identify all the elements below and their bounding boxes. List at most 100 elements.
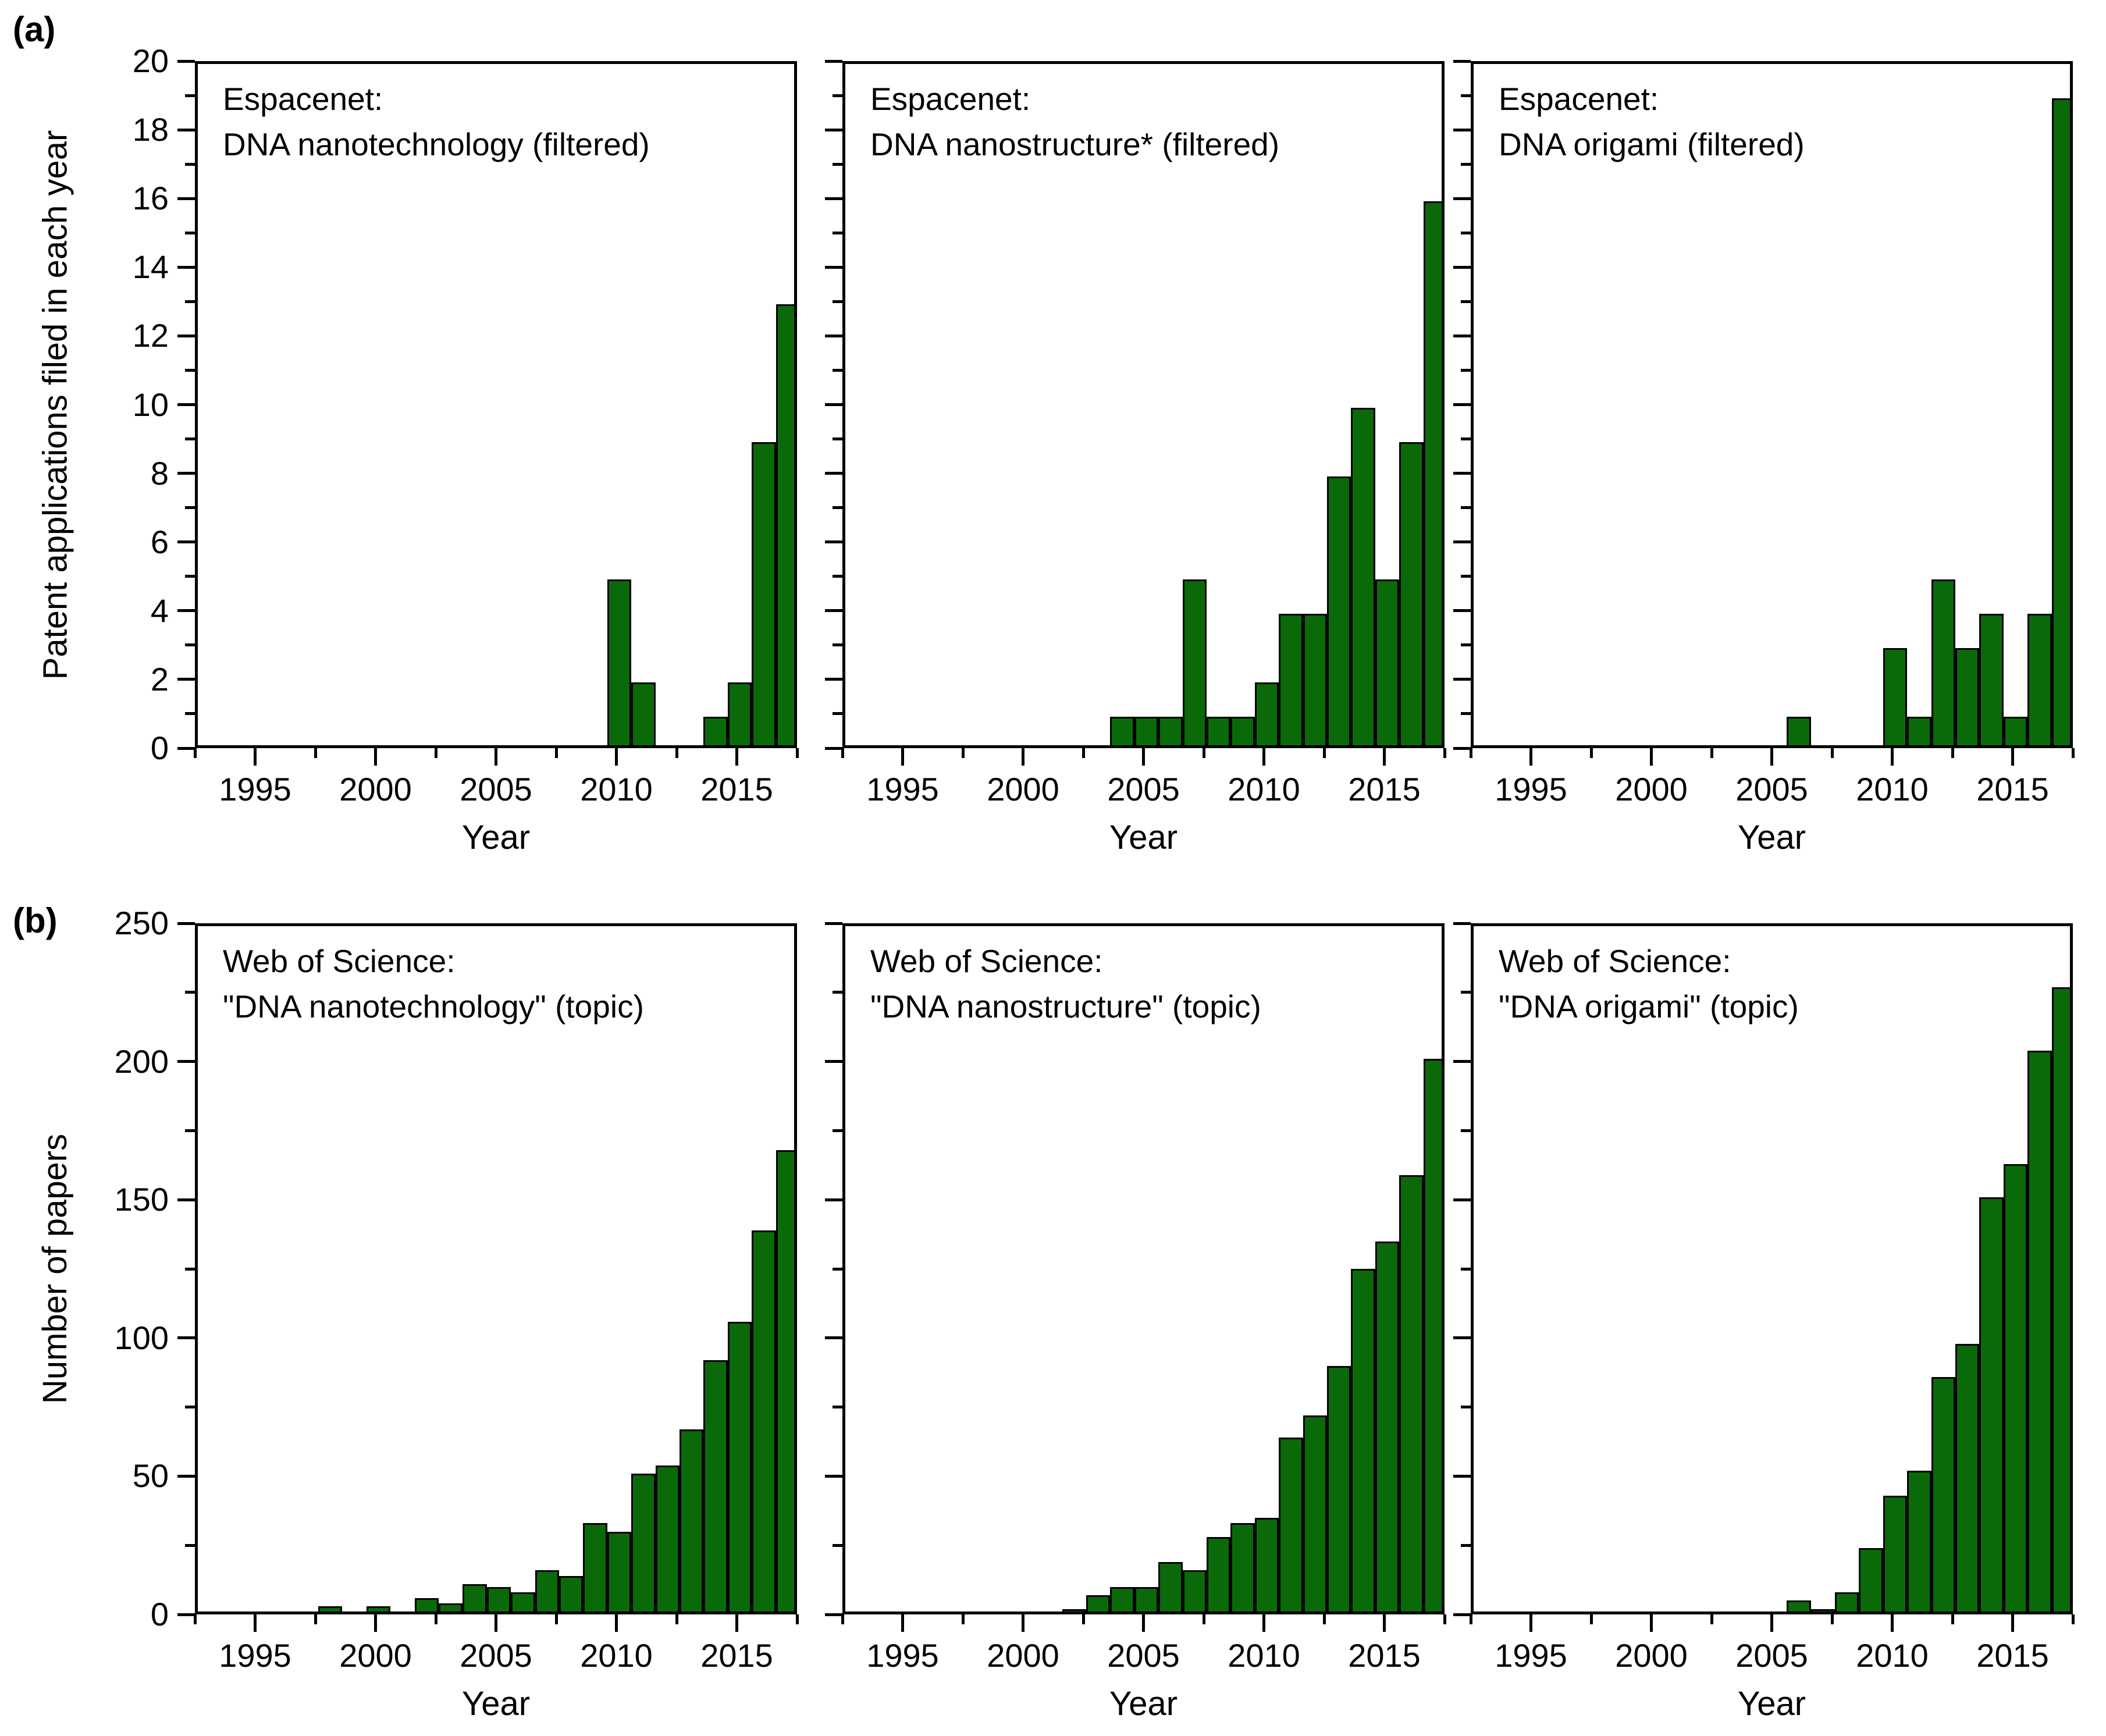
y-minor-tick [833,991,842,994]
x-tick-label-a3-1995: 1995 [1495,771,1567,807]
y-minor-tick [1461,162,1471,166]
x-minor-tick [314,1614,317,1624]
y-tick-label-row-a-12: 12 [132,317,169,354]
bar-b2-2012 [1303,1415,1327,1612]
y-minor-tick [1461,991,1471,994]
bar-a2-2013 [1327,476,1351,745]
x-tick-label-b3-2005: 2005 [1735,1637,1808,1674]
y-minor-tick [1461,506,1471,510]
y-major-tick [1453,1198,1471,1201]
bar-b2-2002 [1062,1609,1086,1612]
x-major-tick [1770,1614,1773,1632]
x-major-tick [2011,748,2014,766]
y-minor-tick [185,1129,195,1132]
x-minor-tick [1589,748,1593,758]
y-major-tick [177,472,195,475]
bar-b1-2015 [727,1321,752,1612]
bar-b1-2016 [752,1230,776,1612]
bar-a2-2011 [1279,613,1303,745]
x-minor-tick [795,748,799,758]
y-major-tick [1453,1613,1471,1616]
x-major-tick [615,748,618,766]
y-major-tick [825,197,842,200]
bar-b1-2017 [775,1150,794,1612]
bar-a2-2016 [1399,442,1424,745]
y-major-tick [825,472,842,475]
bar-b1-2001 [390,1612,414,1614]
y-minor-tick [185,231,195,234]
x-major-tick [254,1614,257,1632]
x-tick-label-b2-1995: 1995 [866,1637,939,1674]
y-minor-tick [185,575,195,578]
bar-b1-2009 [583,1523,607,1612]
x-minor-tick [1469,748,1472,758]
bar-a1-2017 [775,304,794,745]
chart-b3-plot [1471,923,2073,1614]
x-minor-tick [314,748,317,758]
chart-b2-source-label: Web of Science: [870,943,1103,979]
y-minor-tick [1461,1267,1471,1271]
x-minor-tick [1082,1614,1085,1624]
y-minor-tick [1461,1543,1471,1547]
y-minor-tick [185,162,195,166]
bar-b3-2015 [2003,1164,2028,1612]
bar-b1-2005 [486,1586,511,1612]
bar-b1-2007 [535,1570,559,1612]
y-minor-tick [833,1267,842,1271]
y-tick-label-row-a-4: 4 [150,592,169,629]
bar-a1-2011 [631,682,656,745]
y-major-tick [177,1060,195,1063]
y-major-tick [825,1336,842,1340]
y-minor-tick [185,712,195,716]
bar-a3-2010 [1883,648,1908,745]
x-tick-label-a1-2005: 2005 [460,771,532,807]
bar-a2-2014 [1351,407,1375,745]
bar-b2-2007 [1182,1570,1207,1612]
y-tick-label-row-b-150: 150 [114,1181,169,1218]
y-minor-tick [185,991,195,994]
y-major-tick [1453,128,1471,131]
y-minor-tick [185,437,195,441]
y-minor-tick [1461,575,1471,578]
bar-a2-2009 [1230,716,1255,745]
x-major-tick [735,1614,738,1632]
y-major-tick [825,922,842,925]
y-tick-label-row-b-50: 50 [132,1457,169,1495]
x-minor-tick [1322,748,1326,758]
y-major-tick [825,128,842,131]
x-minor-tick [434,748,437,758]
x-minor-tick [193,748,197,758]
y-minor-tick [1461,712,1471,716]
bar-b1-2012 [655,1465,680,1612]
chart-a2-query-label: DNA nanostructure* (filtered) [870,126,1280,162]
x-tick-label-b1-2000: 2000 [339,1637,412,1674]
y-tick-label-row-b-250: 250 [114,905,169,941]
bar-a3-2006 [1787,716,1811,745]
y-major-tick [177,265,195,269]
y-major-tick [1453,197,1471,200]
x-major-tick [901,748,904,766]
x-major-tick [1262,1614,1265,1632]
y-tick-label-row-a-20: 20 [132,42,169,79]
y-tick-label-row-b-0: 0 [150,1596,169,1632]
y-major-tick [1453,403,1471,406]
x-major-tick [1529,748,1532,766]
bar-b2-2017 [1423,1059,1442,1612]
y-minor-tick [185,506,195,510]
x-minor-tick [961,748,965,758]
x-minor-tick [1443,1614,1446,1624]
y-minor-tick [185,1406,195,1409]
y-major-tick [825,265,842,269]
y-major-tick [177,128,195,131]
y-minor-tick [833,506,842,510]
y-major-tick [825,540,842,544]
x-tick-label-b2-2005: 2005 [1107,1637,1180,1674]
chart-b1-source-label: Web of Science: [223,943,456,979]
bar-b2-2003 [1086,1595,1111,1612]
x-tick-label-b2-2015: 2015 [1348,1637,1421,1674]
bar-b2-2016 [1399,1175,1424,1612]
bar-b2-2013 [1327,1365,1351,1612]
bar-a2-2008 [1207,716,1231,745]
chart-a3-annotation: Espacenet: DNA origami (filtered) [1499,76,1805,167]
x-minor-tick [1322,1614,1326,1624]
